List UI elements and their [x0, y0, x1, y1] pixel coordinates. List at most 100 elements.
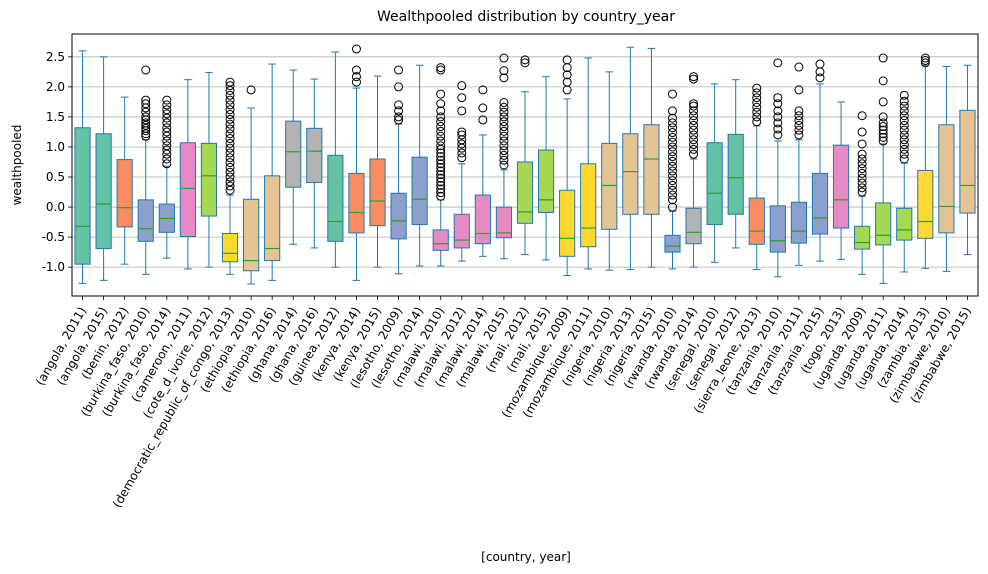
outlier-point	[689, 116, 699, 126]
box-group	[769, 58, 786, 278]
outlier-point	[225, 105, 235, 115]
box-body	[601, 142, 618, 230]
box-body	[348, 172, 365, 234]
outlier-point	[457, 130, 467, 140]
outlier-point	[457, 148, 467, 158]
box-group	[116, 96, 133, 265]
outlier-point	[562, 70, 572, 80]
box-body	[643, 124, 660, 215]
outlier-point	[499, 160, 509, 170]
outlier-point	[457, 81, 467, 91]
outlier-point	[899, 144, 909, 154]
outlier-point	[436, 89, 446, 99]
outlier-point	[225, 100, 235, 110]
outlier-point	[225, 114, 235, 124]
outlier-point	[162, 159, 172, 169]
y-tick-label: 0.5	[46, 170, 65, 184]
box-group	[516, 55, 534, 256]
outlier-point	[499, 73, 509, 83]
outlier-point	[162, 136, 172, 146]
x-axis-label: [country, year]	[481, 550, 571, 564]
outlier-point	[499, 146, 509, 156]
outlier-point	[520, 55, 530, 65]
box-body	[264, 175, 281, 262]
box-body	[685, 207, 702, 245]
outlier-point	[857, 139, 867, 149]
outlier-point	[436, 162, 446, 172]
box-body	[221, 233, 239, 263]
box-group	[432, 63, 449, 267]
outlier-point	[499, 112, 509, 122]
outlier-point	[246, 85, 256, 95]
outlier-point	[351, 77, 361, 87]
outlier-point	[689, 74, 699, 84]
y-axis-ticks: -1.0 -0.5 0.0 0.5 1.0 1.5 2.0 2.5	[42, 50, 72, 274]
box-group	[748, 83, 765, 271]
outlier-point	[351, 72, 361, 82]
outlier-point	[225, 167, 235, 177]
outlier-point	[899, 125, 909, 135]
outlier-point	[162, 154, 172, 164]
outlier-point	[499, 107, 509, 117]
box-group	[137, 65, 154, 275]
outlier-point	[499, 117, 509, 127]
outlier-point	[457, 139, 467, 149]
outlier-point	[667, 118, 677, 128]
box-body	[453, 213, 470, 249]
box-body	[959, 109, 976, 214]
outlier-point	[667, 147, 677, 157]
outlier-point	[394, 100, 404, 110]
outlier-point	[225, 90, 235, 100]
outlier-point	[752, 83, 762, 93]
outlier-point	[773, 112, 783, 122]
outlier-point	[225, 153, 235, 163]
outlier-point	[752, 112, 762, 122]
outlier-point	[857, 149, 867, 159]
box-body	[748, 197, 765, 245]
outlier-point	[878, 97, 888, 107]
box-body	[790, 201, 807, 244]
box-body	[474, 194, 491, 245]
outlier-point	[351, 65, 361, 75]
outlier-point	[794, 85, 804, 95]
box-group	[158, 95, 175, 259]
outlier-point	[899, 111, 909, 121]
outlier-point	[225, 124, 235, 134]
box-body	[137, 199, 154, 242]
outlier-point	[899, 140, 909, 150]
outlier-point	[225, 181, 235, 191]
box-body	[369, 158, 386, 227]
outlier-point	[857, 183, 867, 193]
y-tick-label: 1.5	[46, 110, 65, 124]
box-body	[580, 163, 597, 248]
outlier-point	[457, 93, 467, 103]
outlier-point	[667, 113, 677, 123]
box-body	[432, 229, 449, 251]
outlier-point	[667, 132, 677, 142]
outlier-point	[141, 95, 151, 105]
outlier-point	[499, 141, 509, 151]
outlier-point	[436, 65, 446, 75]
outlier-point	[878, 112, 888, 122]
outlier-point	[436, 112, 446, 122]
outlier-point	[667, 137, 677, 147]
box-group	[875, 53, 892, 284]
chart-title: Wealthpooled distribution by country_yea…	[377, 9, 675, 25]
outlier-point	[667, 123, 677, 133]
outlier-point	[667, 190, 677, 200]
box-body	[875, 202, 892, 246]
outlier-point	[794, 120, 804, 130]
outlier-point	[225, 162, 235, 172]
outlier-point	[394, 115, 404, 125]
box-body	[664, 234, 681, 253]
outlier-point	[815, 59, 825, 69]
outlier-point	[857, 178, 867, 188]
box-group	[938, 65, 955, 272]
outlier-point	[773, 118, 783, 128]
box-group	[643, 47, 660, 268]
box-group	[306, 78, 323, 249]
outlier-point	[752, 117, 762, 127]
box-group	[854, 111, 871, 275]
outlier-point	[225, 129, 235, 139]
box-body	[727, 133, 744, 215]
